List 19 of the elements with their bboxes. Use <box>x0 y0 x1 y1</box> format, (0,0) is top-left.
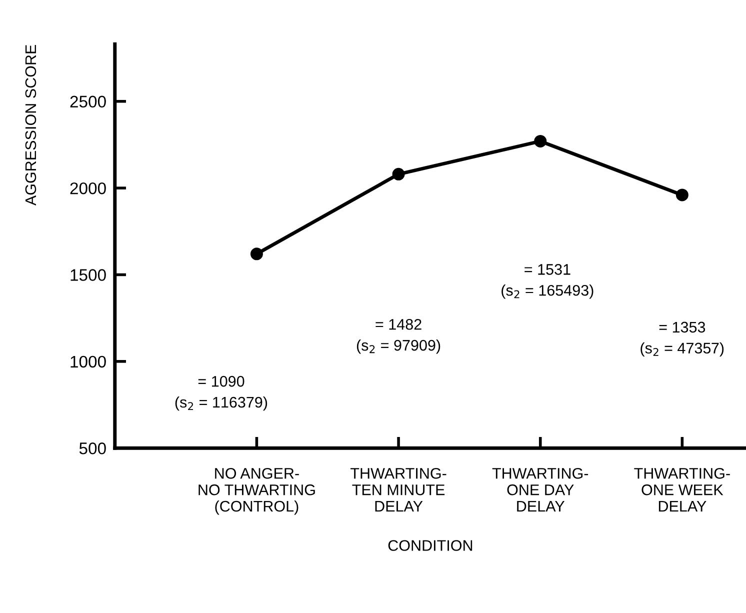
y-tick-label: 1000 <box>70 356 106 368</box>
point <box>392 168 405 180</box>
y-tick-label: 1500 <box>70 269 106 281</box>
x-tick-label: THWARTING- TEN MINUTE DELAY <box>350 468 446 512</box>
y-axis-title: AGGRESSION SCORE <box>25 44 36 206</box>
point <box>676 188 688 202</box>
point <box>250 248 263 260</box>
point <box>534 134 547 148</box>
y-tick-label: 2500 <box>70 96 106 108</box>
x-axis-title: CONDITION <box>388 540 472 551</box>
y-tick-label: 2000 <box>70 182 106 194</box>
annotation: = 1353 (s$_{2}$ = 47357) <box>640 322 724 357</box>
annotation: = 1482 (s$_{2}$ = 97909) <box>356 318 440 354</box>
x-tick-label: THWARTING- ONE DAY DELAY <box>492 468 588 512</box>
y-tick-label: 500 <box>79 442 106 454</box>
annotation: = 1531 (s$_{2}$ = 165493) <box>502 264 594 299</box>
x-tick-label: THWARTING- ONE WEEK DELAY <box>634 468 730 512</box>
x-tick-label: NO ANGER- NO THWARTING (CONTROL) <box>198 468 315 515</box>
annotation: = 1090 (s$_{2}$ = 116379) <box>175 376 268 411</box>
